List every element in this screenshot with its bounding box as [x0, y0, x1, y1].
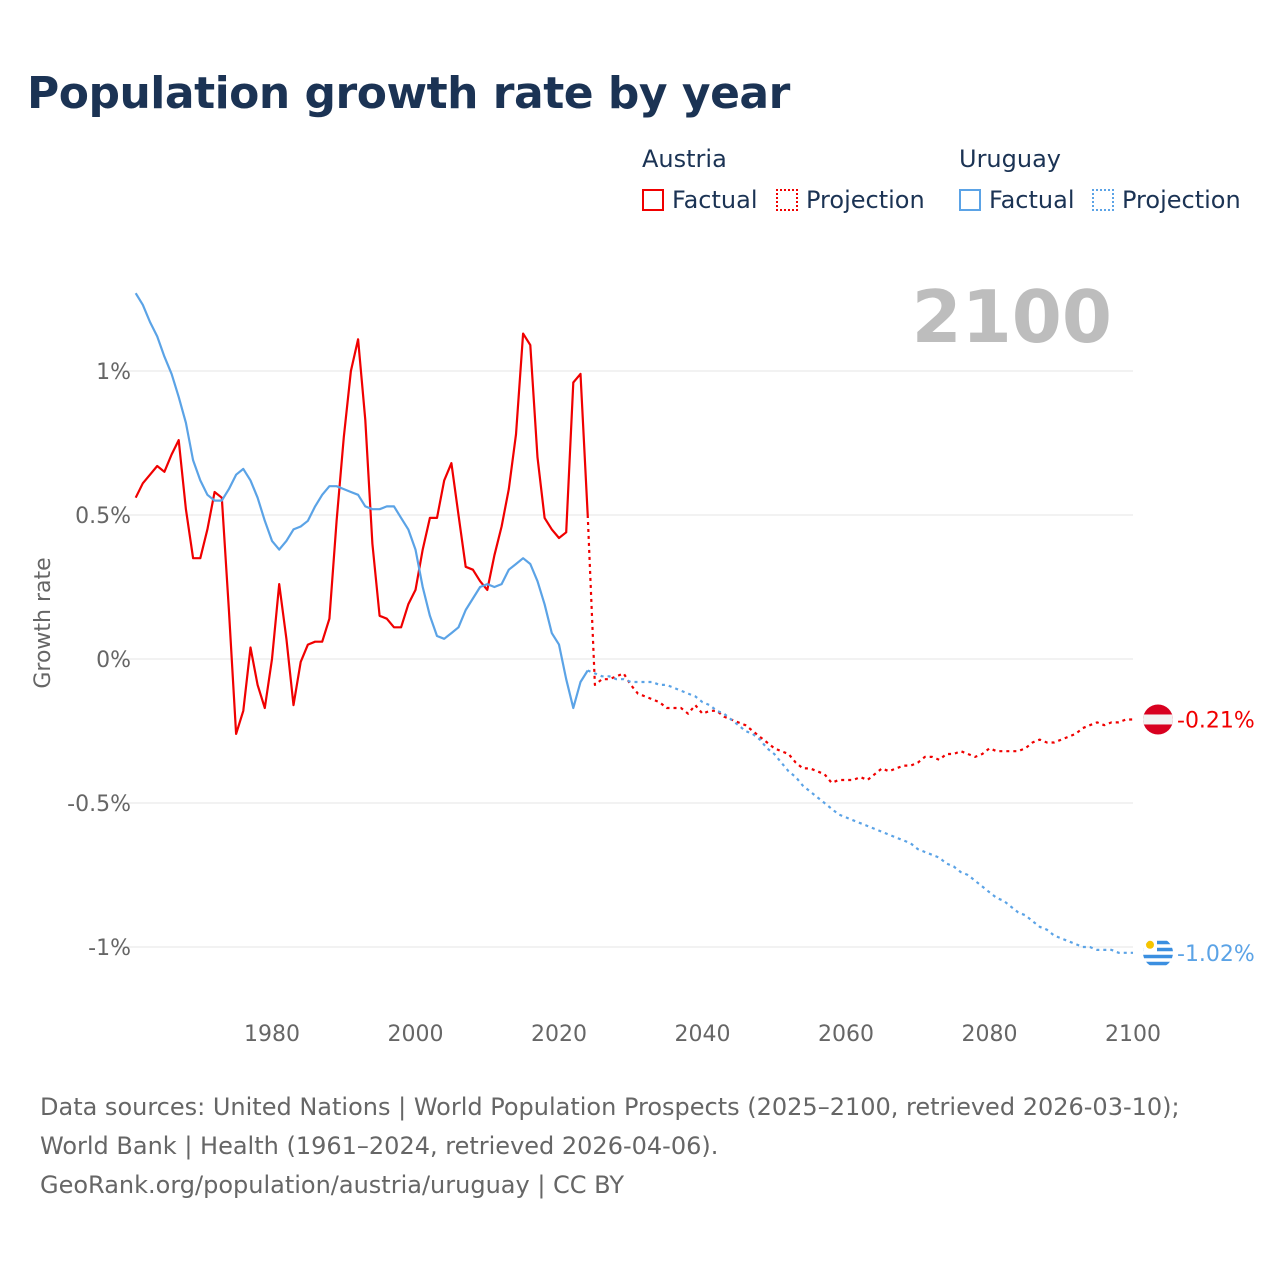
series-line-uruguay-projection [587, 669, 1133, 954]
legend-label: Factual [989, 186, 1075, 214]
credit-link[interactable]: GeoRank.org/population/austria/uruguay |… [40, 1171, 624, 1199]
footer: Data sources: United Nations | World Pop… [40, 1088, 1240, 1205]
y-tick-label: 1% [96, 360, 131, 385]
y-axis-label: Growth rate [31, 557, 56, 688]
dotted-swatch-icon [1092, 189, 1114, 211]
legend-austria-factual[interactable]: Factual [642, 186, 758, 214]
year-indicator: 2100 [912, 275, 1112, 359]
x-tick-label: 2020 [531, 1022, 587, 1047]
legend-group-austria: Austria [642, 145, 727, 173]
solid-swatch-icon [959, 189, 981, 211]
x-tick-label: 2080 [962, 1022, 1018, 1047]
dotted-swatch-icon [776, 189, 798, 211]
x-tick-label: 2060 [818, 1022, 874, 1047]
end-label-austria: -0.21% [1177, 708, 1255, 733]
x-tick-label: 1980 [244, 1022, 300, 1047]
x-tick-label: 2040 [675, 1022, 731, 1047]
y-tick-label: 0% [96, 648, 131, 673]
chart-title: Population growth rate by year [27, 68, 790, 119]
flag-uruguay-icon [1143, 937, 1173, 968]
solid-swatch-icon [642, 189, 664, 211]
plot-area: 2100 Growth rate 1% 0.5% 0% -0.5% -1% 1980 200… [31, 275, 1255, 1047]
x-tick-label: 2100 [1105, 1022, 1161, 1047]
x-tick-label: 2000 [388, 1022, 444, 1047]
y-tick-label: -1% [88, 936, 131, 961]
legend-uruguay-projection[interactable]: Projection [1092, 186, 1241, 214]
legend-label: Projection [806, 186, 925, 214]
series-line-austria-projection [586, 514, 1133, 784]
y-tick-label: -0.5% [67, 792, 131, 817]
y-tick-label: 0.5% [75, 504, 131, 529]
legend-label: Projection [1122, 186, 1241, 214]
legend-austria-projection[interactable]: Projection [776, 186, 925, 214]
legend-group-uruguay: Uruguay [959, 145, 1061, 173]
series-line-austria-factual [134, 332, 589, 736]
legend-label: Factual [672, 186, 758, 214]
data-sources: Data sources: United Nations | World Pop… [40, 1093, 1180, 1160]
flag-austria-icon [1143, 704, 1173, 735]
legend-uruguay-factual[interactable]: Factual [959, 186, 1075, 214]
end-label-uruguay: -1.02% [1177, 942, 1255, 967]
series-line-uruguay-factual [134, 292, 589, 710]
